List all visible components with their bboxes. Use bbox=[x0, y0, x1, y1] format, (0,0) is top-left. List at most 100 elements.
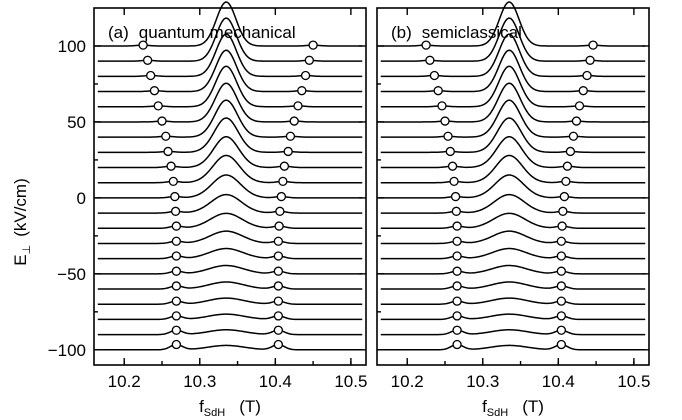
right-peak-marker bbox=[574, 101, 585, 111]
right-peak-marker bbox=[289, 116, 299, 126]
x-tick-label: 10.3 bbox=[183, 372, 216, 391]
spectrum-trace bbox=[97, 193, 363, 214]
spectrum-trace bbox=[380, 297, 646, 305]
spectrum-trace bbox=[97, 65, 363, 108]
right-peak-marker bbox=[556, 251, 567, 261]
y-axis-title: E⊥ (kV/cm) bbox=[11, 178, 33, 265]
spectrum-trace bbox=[380, 193, 646, 214]
right-peak-marker bbox=[559, 191, 570, 202]
left-peak-marker bbox=[171, 281, 182, 291]
y-tick-label: 100 bbox=[58, 37, 86, 56]
left-peak-marker bbox=[452, 311, 462, 321]
y-tick-label: 50 bbox=[67, 113, 86, 132]
right-peak-marker bbox=[556, 296, 567, 306]
left-peak-marker bbox=[149, 86, 160, 96]
spectrum-trace bbox=[380, 313, 646, 321]
left-peak-marker bbox=[450, 191, 461, 202]
spectrum-trace bbox=[380, 117, 646, 154]
left-peak-marker bbox=[138, 40, 148, 50]
spectrum-trace bbox=[97, 329, 363, 336]
left-peak-marker bbox=[433, 86, 443, 96]
spectrum-trace bbox=[97, 136, 363, 169]
right-peak-marker bbox=[279, 161, 290, 171]
right-peak-marker bbox=[565, 146, 576, 157]
y-axis-title-unit: (kV/cm) bbox=[11, 178, 30, 237]
spectrum-trace bbox=[380, 33, 646, 78]
y-tick-label: −100 bbox=[48, 341, 86, 360]
right-peak-marker bbox=[273, 266, 284, 276]
x-axis-title-b-unit: (T) bbox=[522, 397, 544, 416]
spectrum-trace bbox=[97, 117, 363, 154]
left-peak-marker bbox=[171, 325, 182, 335]
right-peak-marker bbox=[556, 236, 567, 246]
right-peak-marker bbox=[275, 206, 285, 216]
left-peak-marker bbox=[452, 281, 462, 291]
spectrum-trace bbox=[97, 297, 363, 305]
spectrum-trace bbox=[380, 65, 646, 108]
right-peak-marker bbox=[571, 116, 582, 126]
right-peak-marker bbox=[556, 339, 567, 350]
left-peak-marker bbox=[443, 131, 453, 141]
right-peak-marker bbox=[556, 266, 567, 276]
right-peak-marker bbox=[556, 325, 567, 335]
right-peak-marker bbox=[273, 251, 284, 261]
left-peak-marker bbox=[437, 101, 447, 111]
left-peak-marker bbox=[445, 146, 455, 157]
spectrum-trace bbox=[97, 281, 363, 290]
x-tick-label: 10.2 bbox=[391, 372, 424, 391]
spectrum-trace bbox=[97, 82, 363, 123]
spectrum-trace bbox=[97, 313, 363, 321]
left-peak-marker bbox=[452, 296, 462, 306]
spectrum-trace bbox=[380, 281, 646, 290]
left-peak-marker bbox=[452, 325, 462, 335]
right-peak-marker bbox=[273, 296, 284, 306]
x-axis-title-b-main: f bbox=[482, 397, 487, 416]
panel-b-title: semiclassical bbox=[422, 23, 522, 42]
left-peak-marker bbox=[168, 176, 178, 187]
y-axis-title-main: E bbox=[11, 254, 30, 265]
spectrum-trace bbox=[380, 154, 646, 184]
left-peak-marker bbox=[166, 161, 176, 171]
x-axis-title-a-main: f bbox=[199, 397, 204, 416]
right-peak-marker bbox=[304, 55, 314, 65]
left-peak-marker bbox=[171, 221, 182, 231]
right-peak-marker bbox=[561, 176, 571, 187]
left-peak-marker bbox=[161, 131, 171, 141]
x-axis-title-a-unit: (T) bbox=[239, 397, 261, 416]
x-tick-label: 10.5 bbox=[617, 372, 650, 391]
left-peak-marker bbox=[452, 266, 462, 276]
right-peak-marker bbox=[308, 40, 318, 50]
spectrum-trace bbox=[97, 247, 363, 260]
right-peak-marker bbox=[568, 131, 579, 141]
spectrum-trace bbox=[380, 264, 646, 275]
x-axis-title-b: fSdH (T) bbox=[482, 397, 544, 419]
spectrum-trace bbox=[97, 264, 363, 275]
traces-layer bbox=[97, 1, 646, 351]
spectrum-trace bbox=[97, 343, 363, 351]
x-tick-label: 10.4 bbox=[542, 372, 575, 391]
spectrum-trace bbox=[97, 17, 363, 62]
left-peak-marker bbox=[425, 55, 435, 65]
right-peak-marker bbox=[562, 161, 573, 171]
panel-a-frame bbox=[93, 7, 367, 366]
left-peak-marker bbox=[146, 70, 156, 81]
spectrum-trace bbox=[380, 99, 646, 138]
spectrum-trace bbox=[97, 49, 363, 93]
spectrum-trace bbox=[97, 230, 363, 245]
spectrum-trace bbox=[380, 230, 646, 245]
left-peak-marker bbox=[142, 55, 153, 65]
spectrum-trace bbox=[380, 49, 646, 93]
left-peak-marker bbox=[447, 161, 458, 171]
panel-a-letter: (a) bbox=[108, 23, 129, 42]
left-peak-marker bbox=[171, 296, 182, 306]
left-peak-marker bbox=[153, 101, 163, 111]
spectrum-trace bbox=[380, 247, 646, 260]
left-peak-marker bbox=[163, 146, 173, 157]
left-peak-marker bbox=[171, 311, 182, 321]
left-peak-marker bbox=[157, 116, 167, 126]
x-axis-title-a-sub: SdH bbox=[204, 407, 225, 419]
left-peak-marker bbox=[440, 116, 450, 126]
y-tick-label: −50 bbox=[57, 265, 86, 284]
right-peak-marker bbox=[585, 55, 595, 65]
